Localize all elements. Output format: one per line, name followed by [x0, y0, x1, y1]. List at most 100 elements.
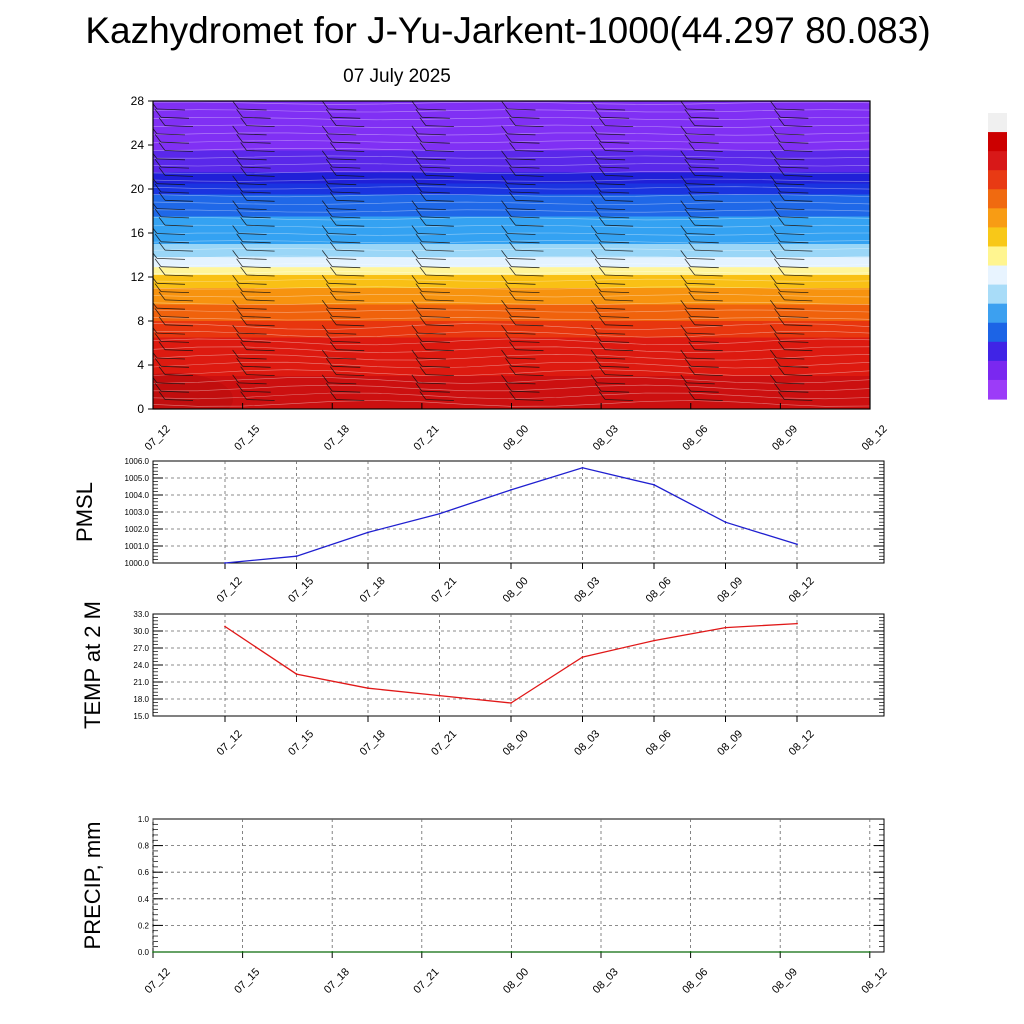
- wind-barb-flag: [509, 192, 516, 201]
- wind-barb-flag: [158, 316, 166, 326]
- wind-barb-staff: [328, 357, 357, 360]
- wind-barb-flag: [419, 216, 427, 226]
- wind-barb-staff: [694, 399, 723, 401]
- pmsl-x-tick-label: 08_06: [644, 575, 674, 605]
- wind-barb-staff: [246, 175, 275, 177]
- wind-barb-flag: [154, 308, 162, 317]
- wind-barb-flag: [236, 133, 243, 143]
- temp2m-y-tick-label: 33.0: [133, 610, 149, 619]
- wind-barb-flag: [158, 266, 166, 276]
- cross-section-contour-line: [153, 155, 870, 159]
- wind-barb-flag: [415, 308, 423, 317]
- cross-section-contour-lines: [153, 101, 870, 407]
- wind-barb-flag: [419, 316, 427, 326]
- wind-barb-flag: [321, 175, 329, 184]
- wind-barb-flag: [594, 158, 602, 168]
- wind-barb-flag: [598, 391, 606, 400]
- wind-barb-flag: [411, 175, 419, 184]
- cross-section-contour-line: [153, 361, 870, 369]
- wind-barb-flag: [590, 324, 598, 334]
- temp2m-data-point: [796, 622, 798, 625]
- wind-barb-flag: [158, 391, 166, 400]
- wind-barb-flag: [509, 216, 516, 226]
- wind-barb-staff: [160, 316, 190, 318]
- precip-y-tick-label: 0.8: [138, 842, 150, 851]
- wind-barb-flag: [505, 258, 512, 267]
- wind-barb-flag: [505, 382, 512, 392]
- pmsl-data-point: [724, 521, 727, 524]
- wind-barb-flag: [236, 308, 243, 317]
- wind-barb-staff: [686, 332, 715, 335]
- wind-barb-flag: [680, 324, 688, 334]
- temp2m-data-point: [438, 694, 441, 697]
- pmsl-y-axis-label: PMSL: [72, 482, 97, 542]
- wind-barb-staff: [690, 266, 719, 269]
- cross-section-y-tick-label: 16: [131, 226, 145, 240]
- temp2m-x-tick-label: 07_15: [286, 728, 316, 758]
- precip-x-tick-label: 08_12: [859, 966, 889, 996]
- wind-barb-staff: [160, 341, 190, 343]
- wind-barb-staff: [425, 125, 454, 127]
- wind-barb-staff: [515, 349, 544, 352]
- cross-section-band-10: [153, 194, 870, 217]
- wind-barb-staff: [686, 258, 715, 260]
- wind-barb-staff: [156, 282, 186, 285]
- wind-barb-staff: [601, 116, 630, 119]
- wind-barb-staff: [160, 365, 190, 368]
- wind-barb-staff: [164, 324, 194, 327]
- wind-barb-flag: [680, 200, 688, 209]
- wind-barb-flag: [509, 291, 516, 301]
- temp2m-x-tick-label: 08_06: [644, 728, 674, 758]
- wind-barb-staff: [336, 125, 365, 127]
- wind-barb-staff: [776, 357, 805, 360]
- wind-barb-flag: [684, 133, 692, 143]
- wind-barb-flag: [501, 275, 508, 284]
- wind-barb-staff: [336, 374, 365, 376]
- wind-barb-flag: [509, 391, 516, 400]
- cross-section-contour-line: [153, 217, 870, 221]
- wind-barb-flag: [501, 250, 508, 259]
- wind-barb-staff: [686, 307, 715, 310]
- cross-section-band-13: [153, 150, 870, 173]
- wind-barb-flag: [594, 333, 602, 342]
- wind-barb-staff: [238, 332, 267, 335]
- wind-barb-staff: [328, 108, 357, 111]
- wind-barb-staff: [425, 299, 454, 302]
- wind-barb-staff: [690, 291, 719, 293]
- wind-barb-staff: [776, 382, 805, 385]
- wind-barb-staff: [597, 307, 626, 310]
- wind-barb-staff: [694, 224, 723, 227]
- wind-barb-staff: [507, 282, 536, 285]
- wind-barb-flag: [240, 142, 247, 151]
- wind-barb-staff: [507, 208, 536, 210]
- wind-barb-staff: [776, 233, 805, 235]
- wind-barb-staff: [690, 141, 719, 144]
- wind-barb-flag: [325, 183, 333, 193]
- pmsl-data-point: [224, 562, 226, 564]
- wind-barb-flag: [321, 349, 329, 359]
- wind-barb-staff: [694, 374, 723, 376]
- wind-barb-flag: [321, 374, 329, 384]
- colorbar-swatch: [988, 341, 1007, 362]
- wind-barb-flag: [501, 150, 508, 160]
- temp2m-y-axis-label: TEMP at 2 M: [80, 601, 105, 729]
- wind-barb-flag: [411, 200, 419, 209]
- cross-section-y-tick-label: 28: [131, 94, 145, 108]
- wind-barb-flag: [236, 382, 243, 392]
- wind-barb-flag: [770, 225, 777, 234]
- wind-barb-flag: [153, 252, 158, 259]
- wind-barb-flag: [505, 133, 512, 143]
- wind-barb-staff: [421, 241, 450, 244]
- pmsl-x-tick-label: 08_03: [572, 575, 602, 605]
- cross-section-contour-line: [153, 271, 870, 275]
- wind-barb-staff: [686, 208, 715, 210]
- wind-barb-flag: [594, 133, 602, 143]
- wind-barb-flag: [236, 183, 243, 193]
- wind-barb-flag: [329, 391, 337, 400]
- temp2m-x-tick-label: 08_12: [787, 728, 817, 758]
- wind-barb-flag: [419, 167, 427, 176]
- wind-barb-flag: [153, 177, 158, 184]
- wind-barb-staff: [332, 191, 361, 194]
- wind-barb-flag: [154, 333, 162, 342]
- wind-barb-staff: [686, 183, 715, 186]
